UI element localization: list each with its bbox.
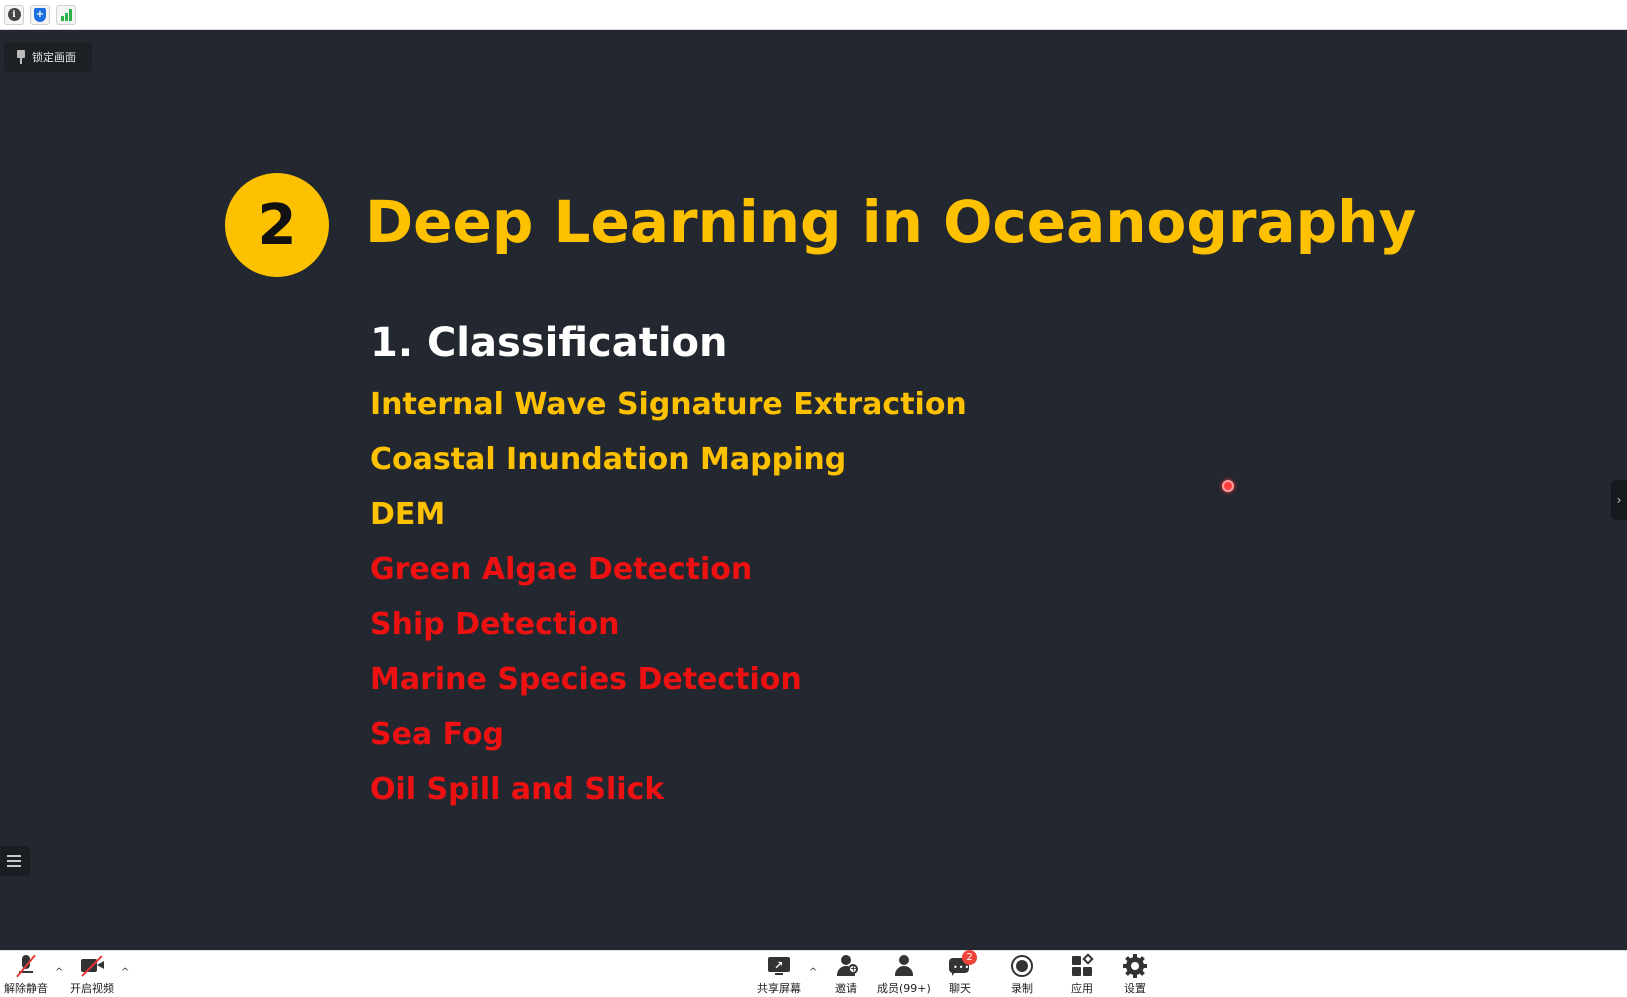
chat-button[interactable]: ••• 2 聊天 [948, 950, 977, 996]
slide-item: Internal Wave Signature Extraction [370, 387, 967, 422]
record-icon [1010, 954, 1034, 978]
invite-button[interactable]: + 邀请 [834, 954, 858, 996]
unmute-button[interactable]: 解除静音 [4, 954, 48, 996]
signal-bars-icon[interactable] [56, 4, 76, 25]
lock-screen-label: 锁定画面 [32, 51, 76, 64]
apps-button[interactable]: 应用 [1070, 953, 1094, 996]
gear-icon [1123, 954, 1147, 978]
audio-options-caret[interactable]: ^ [55, 967, 64, 978]
chevron-right-icon[interactable]: › [1611, 480, 1627, 520]
record-label: 录制 [1011, 982, 1033, 995]
settings-button[interactable]: 设置 [1123, 954, 1147, 996]
apps-label: 应用 [1071, 982, 1093, 995]
slide-item: Ship Detection [370, 607, 620, 642]
video-options-caret[interactable]: ^ [121, 967, 130, 978]
slide-title: Deep Learning in Oceanography [365, 188, 1417, 256]
slide-item: Oil Spill and Slick [370, 772, 665, 807]
share-screen-label: 共享屏幕 [757, 982, 801, 995]
record-button[interactable]: 录制 [1010, 954, 1034, 996]
participants-button[interactable]: 成员(99+) [877, 954, 931, 996]
slide-item: Marine Species Detection [370, 662, 802, 697]
chat-unread-badge: 2 [962, 950, 977, 965]
settings-label: 设置 [1124, 982, 1146, 995]
share-options-caret[interactable]: ^ [809, 967, 818, 978]
top-status-bar: i + [0, 0, 1627, 30]
presentation-slide: 2 Deep Learning in Oceanography 1. Class… [0, 30, 1627, 950]
slide-number-badge: 2 [225, 173, 329, 277]
slide-item: DEM [370, 497, 446, 532]
share-screen-icon: ↗ [767, 954, 791, 978]
info-icon[interactable]: i [4, 4, 24, 25]
start-video-label: 开启视频 [70, 982, 114, 995]
slide-item: Green Algae Detection [370, 552, 753, 587]
unmute-label: 解除静音 [4, 982, 48, 995]
apps-icon [1070, 953, 1094, 978]
chat-icon: ••• 2 [948, 950, 977, 978]
participants-label: 成员(99+) [877, 982, 931, 995]
pin-icon [16, 50, 26, 64]
lock-screen-button[interactable]: 锁定画面 [4, 42, 92, 72]
slide-item: Sea Fog [370, 717, 505, 752]
invite-label: 邀请 [835, 982, 857, 995]
participants-icon [892, 954, 916, 978]
chat-label: 聊天 [949, 982, 971, 995]
section-heading: 1. Classification [370, 320, 728, 366]
shield-icon[interactable]: + [30, 4, 50, 25]
share-screen-button[interactable]: ↗ 共享屏幕 [757, 954, 801, 996]
start-video-button[interactable]: 开启视频 [70, 954, 114, 996]
camera-off-icon [80, 954, 104, 978]
list-toggle-icon[interactable] [0, 846, 30, 876]
microphone-off-icon [14, 954, 38, 978]
invite-icon: + [834, 954, 858, 978]
meeting-toolbar: 解除静音 ^ 开启视频 ^ ↗ 共享屏幕 ^ + 邀请 成员(99+) ••• … [0, 950, 1627, 997]
slide-item: Coastal Inundation Mapping [370, 442, 847, 477]
laser-pointer-dot [1222, 480, 1234, 492]
